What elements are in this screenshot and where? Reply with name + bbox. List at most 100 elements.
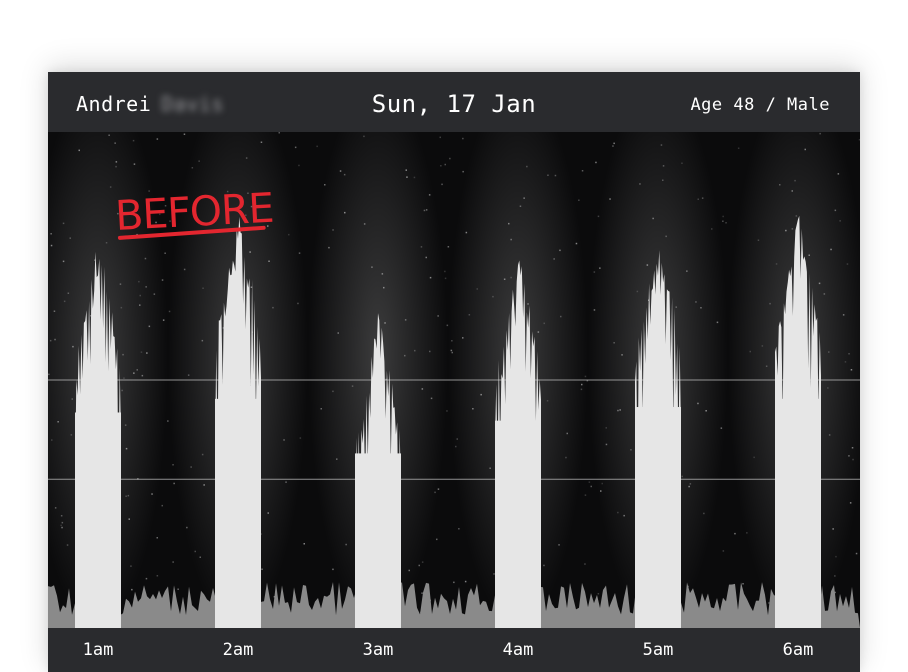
speckle: [339, 170, 342, 172]
speckle: [823, 293, 826, 295]
speckle: [613, 142, 615, 145]
speckle: [842, 314, 845, 316]
speckle: [159, 213, 161, 216]
speckle: [50, 244, 53, 247]
speckle: [546, 400, 549, 402]
speckle: [503, 278, 506, 280]
speckle: [768, 602, 770, 604]
speckle: [775, 263, 778, 265]
speckle: [201, 453, 204, 456]
speckle: [578, 199, 580, 201]
speckle: [489, 467, 491, 469]
speckle: [852, 458, 854, 461]
activity-chart-svg: [48, 132, 860, 628]
speckle: [363, 223, 366, 225]
speckle: [465, 231, 468, 234]
speckle: [138, 280, 140, 283]
speckle: [818, 282, 821, 285]
speckle: [120, 306, 123, 309]
speckle: [164, 252, 166, 254]
speckle: [261, 568, 263, 570]
activity-bar-body-4am: [495, 420, 541, 628]
speckle: [593, 309, 596, 311]
speckle: [834, 209, 837, 212]
speckle: [425, 209, 428, 211]
speckle: [119, 283, 122, 285]
speckle: [250, 205, 253, 208]
speckle: [131, 588, 133, 591]
speckle: [226, 190, 229, 193]
speckle: [421, 388, 424, 390]
speckle: [440, 165, 442, 167]
speckle: [161, 279, 164, 281]
speckle: [194, 550, 196, 553]
speckle: [115, 161, 118, 163]
speckle: [123, 377, 125, 379]
activity-bar-body-6am: [775, 398, 821, 628]
speckle: [446, 324, 449, 327]
speckle: [779, 184, 781, 186]
speckle: [858, 139, 860, 141]
speckle: [90, 315, 92, 317]
speckle: [612, 145, 614, 147]
patient-demographics: Age 48 / Male: [690, 95, 830, 115]
speckle: [835, 555, 837, 558]
speckle: [404, 354, 406, 357]
speckle: [848, 455, 850, 457]
speckle: [437, 315, 439, 317]
speckle: [597, 215, 600, 218]
speckle: [472, 408, 474, 410]
speckle: [844, 361, 847, 363]
speckle: [94, 259, 96, 261]
speckle: [57, 421, 59, 423]
speckle: [665, 235, 667, 238]
speckle: [681, 162, 683, 164]
speckle: [584, 563, 586, 565]
speckle: [153, 293, 156, 295]
speckle: [54, 507, 57, 509]
speckle: [247, 192, 249, 194]
speckle: [855, 552, 858, 555]
speckle: [480, 393, 482, 396]
speckle: [630, 449, 632, 451]
speckle: [133, 372, 135, 374]
speckle: [414, 349, 416, 352]
speckle: [145, 577, 148, 580]
speckle: [446, 410, 448, 412]
speckle: [689, 483, 692, 485]
speckle: [183, 133, 186, 135]
speckle: [202, 287, 204, 289]
speckle: [418, 564, 420, 567]
speckle: [249, 251, 251, 253]
speckle: [453, 581, 455, 584]
speckle: [381, 273, 384, 275]
speckle: [429, 350, 431, 353]
speckle: [428, 194, 431, 196]
x-tick-label: 1am: [82, 640, 114, 660]
speckle: [167, 420, 169, 422]
speckle: [320, 408, 322, 410]
x-tick-label: 4am: [502, 640, 534, 660]
speckle: [161, 504, 163, 507]
speckle: [336, 458, 338, 460]
speckle: [425, 256, 427, 259]
patient-name: Andrei Davis: [76, 92, 224, 116]
speckle: [408, 569, 410, 572]
speckle: [584, 375, 587, 378]
speckle: [639, 183, 641, 185]
activity-bar-body-5am: [635, 407, 681, 628]
speckle: [695, 301, 697, 303]
speckle: [468, 314, 471, 316]
speckle: [169, 220, 171, 222]
speckle: [688, 485, 690, 488]
speckle: [298, 252, 301, 254]
speckle: [553, 258, 555, 260]
speckle: [558, 544, 560, 546]
speckle: [250, 286, 253, 288]
speckle: [834, 591, 836, 594]
speckle: [742, 583, 744, 585]
speckle: [597, 593, 600, 595]
speckle: [168, 310, 171, 313]
speckle: [794, 179, 796, 182]
speckle: [697, 402, 699, 405]
